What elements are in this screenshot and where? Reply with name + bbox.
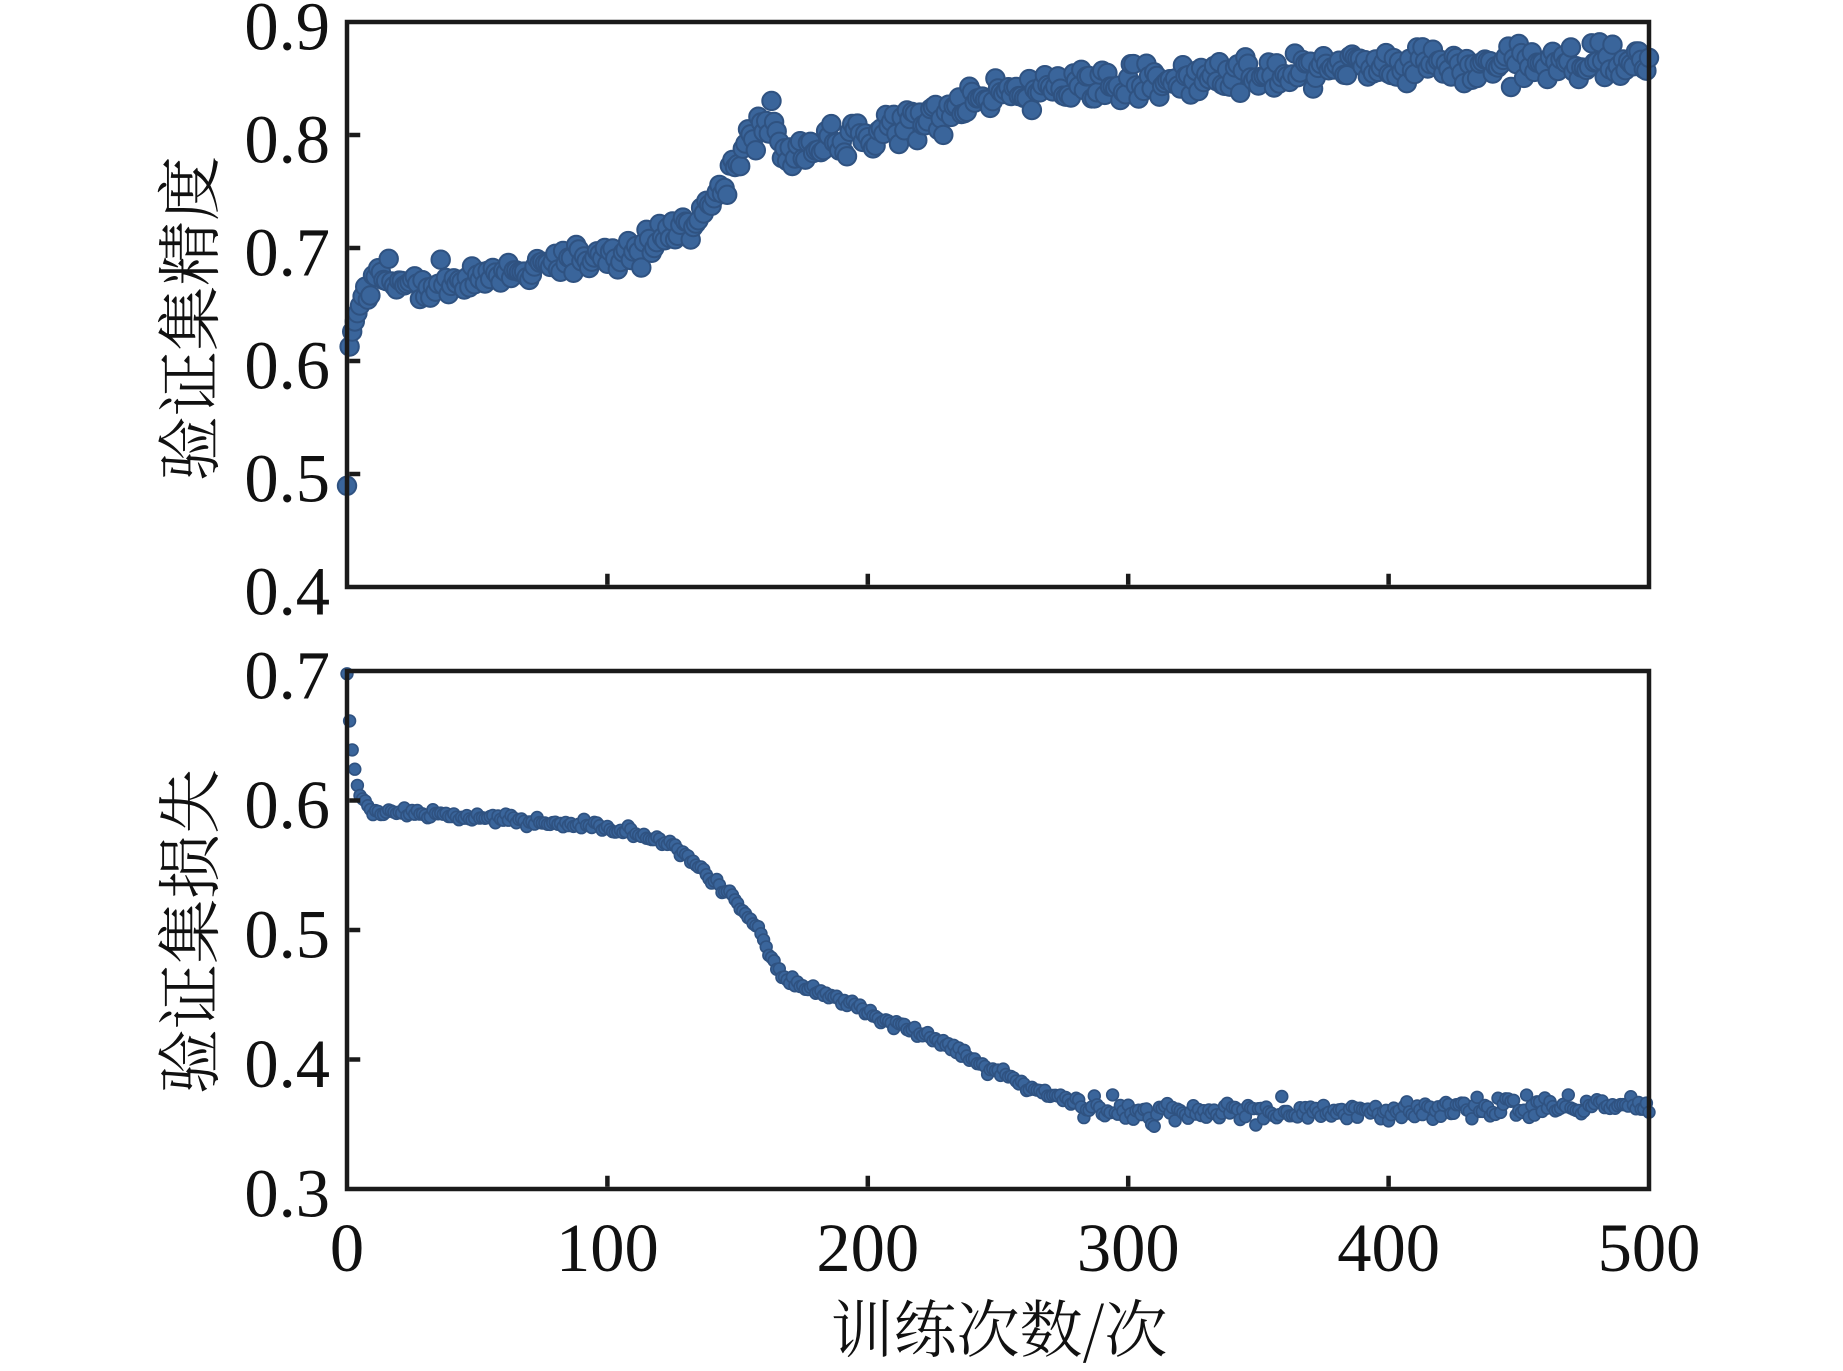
svg-text:500: 500 [1598,1210,1701,1286]
svg-text:0: 0 [330,1210,364,1286]
svg-text:400: 400 [1337,1210,1440,1286]
svg-text:0.4: 0.4 [244,1026,330,1102]
svg-text:0.6: 0.6 [244,767,330,843]
svg-text:300: 300 [1077,1210,1180,1286]
svg-text:0.5: 0.5 [244,441,330,517]
svg-text:0.9: 0.9 [244,0,330,65]
svg-text:0.7: 0.7 [244,638,330,714]
svg-text:100: 100 [556,1210,659,1286]
svg-text:0.5: 0.5 [244,897,330,973]
svg-text:0.6: 0.6 [244,328,330,404]
svg-text:200: 200 [816,1210,919,1286]
svg-text:0.8: 0.8 [244,102,330,178]
svg-text:0.7: 0.7 [244,215,330,291]
svg-text:0.3: 0.3 [244,1156,330,1232]
svg-text:0.4: 0.4 [244,554,330,630]
